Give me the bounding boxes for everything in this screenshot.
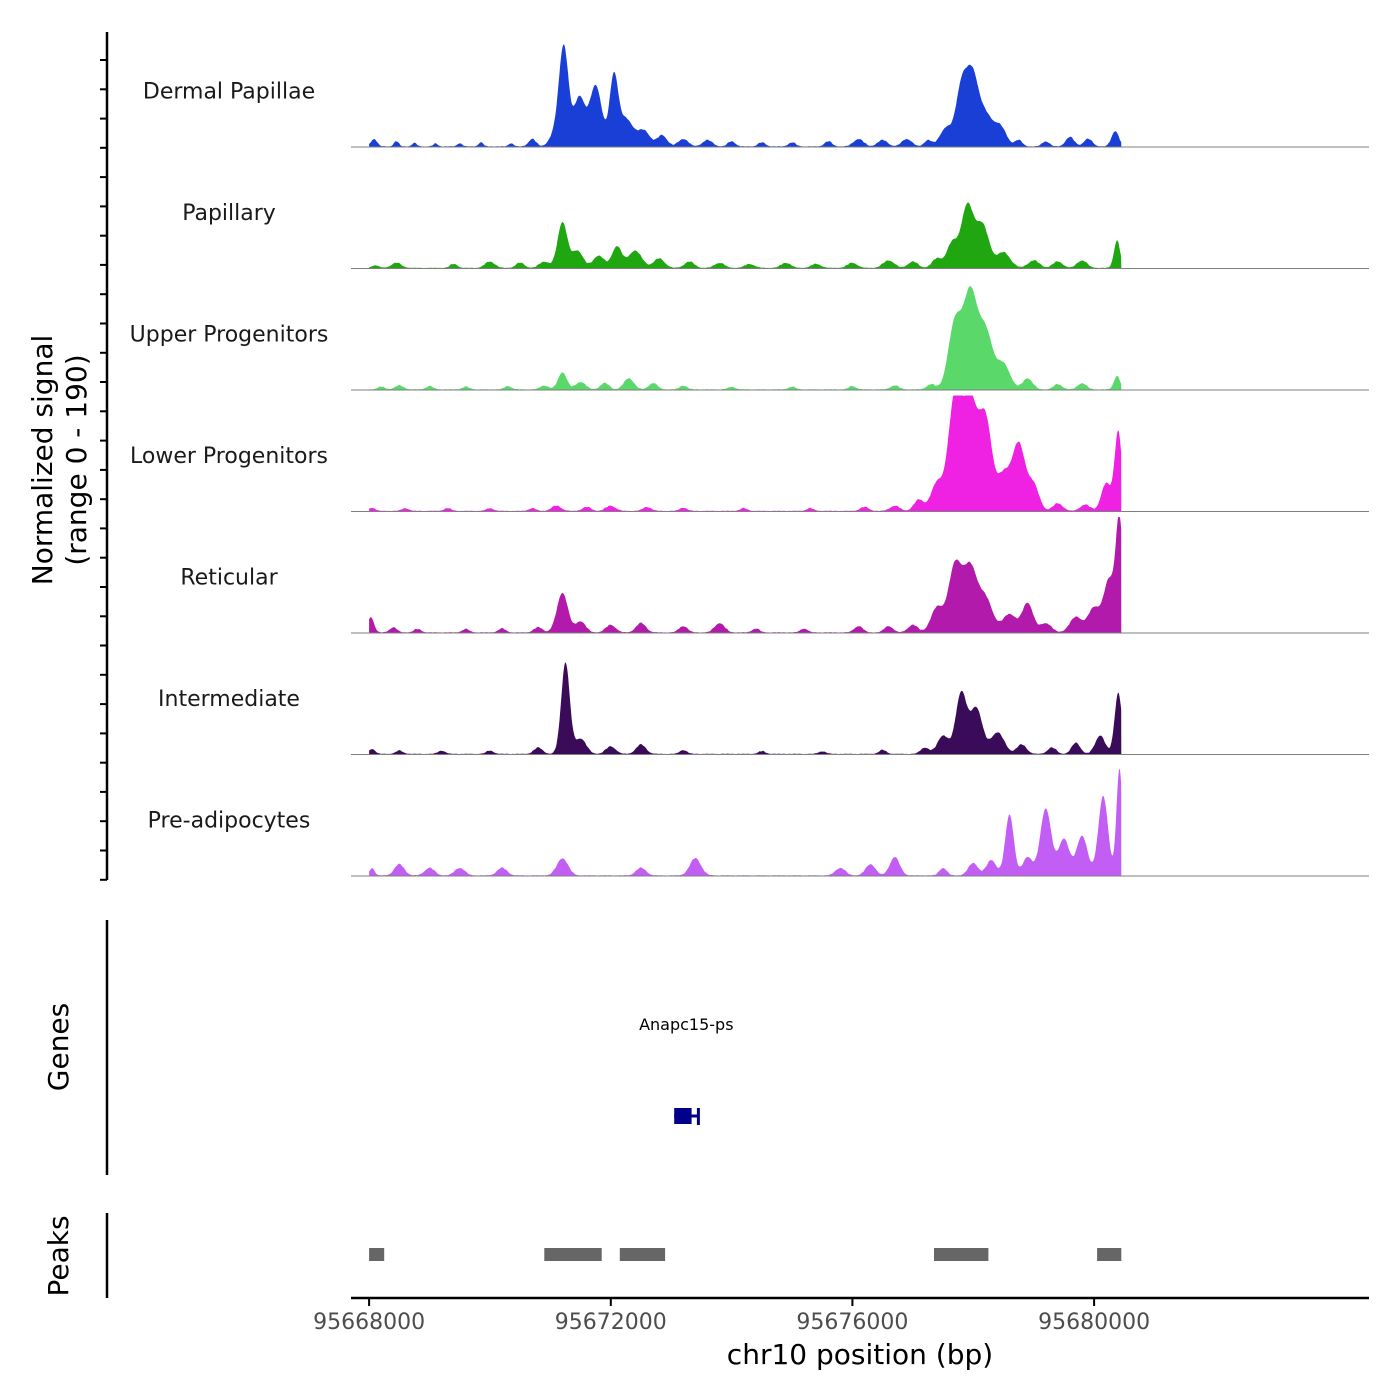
x-tick-label: 95672000 bbox=[555, 1310, 667, 1335]
peak-region bbox=[934, 1248, 989, 1261]
x-axis: 95668000 95672000 95676000 95680000 bbox=[313, 1298, 1150, 1335]
track-label: Reticular bbox=[180, 566, 278, 591]
gene-anapc15-ps: Anapc15-ps bbox=[639, 1015, 734, 1125]
coverage-area bbox=[369, 517, 1122, 633]
x-tick-label: 95680000 bbox=[1038, 1310, 1150, 1335]
track-label: Pre-adipocytes bbox=[148, 809, 311, 834]
track-reticular: Reticular bbox=[180, 517, 1369, 634]
coverage-area bbox=[369, 768, 1122, 876]
coverage-area bbox=[369, 662, 1122, 754]
genes-track: Anapc15-ps bbox=[639, 1015, 734, 1125]
peak-region bbox=[1097, 1248, 1122, 1261]
track-label: Dermal Papillae bbox=[143, 80, 315, 105]
y-axis-subtitle: (range 0 - 190) bbox=[60, 354, 93, 565]
coverage-axis-ticks bbox=[100, 59, 107, 881]
coverage-area bbox=[369, 286, 1122, 390]
peak-region bbox=[544, 1248, 602, 1261]
peaks-panel-title: Peaks bbox=[42, 1215, 75, 1296]
track-label: Papillary bbox=[182, 201, 276, 226]
coverage-tracks: Dermal Papillae Papillary Upper Progenitor… bbox=[130, 44, 1369, 877]
coverage-area bbox=[369, 395, 1122, 511]
gene-label: Anapc15-ps bbox=[639, 1015, 733, 1034]
track-label: Lower Progenitors bbox=[130, 444, 328, 469]
genes-panel-title: Genes bbox=[42, 1003, 75, 1091]
track-intermediate: Intermediate bbox=[158, 662, 1369, 755]
track-papillary: Papillary bbox=[182, 201, 1369, 269]
x-tick-label: 95676000 bbox=[796, 1310, 908, 1335]
gene-exon bbox=[674, 1108, 692, 1124]
track-dermal-papillae: Dermal Papillae bbox=[143, 44, 1369, 148]
track-pre-adipocytes: Pre-adipocytes bbox=[148, 768, 1369, 877]
peaks-track bbox=[369, 1248, 1122, 1261]
coverage-area bbox=[369, 202, 1122, 268]
y-axis-title: Normalized signal bbox=[26, 335, 59, 586]
track-label: Upper Progenitors bbox=[130, 323, 329, 348]
x-axis-title: chr10 position (bp) bbox=[727, 1338, 993, 1371]
peak-region bbox=[369, 1248, 385, 1261]
x-tick-label: 95668000 bbox=[313, 1310, 425, 1335]
peak-region bbox=[619, 1248, 666, 1261]
track-label: Intermediate bbox=[158, 687, 300, 712]
coverage-area bbox=[369, 44, 1122, 147]
track-upper-progenitors: Upper Progenitors bbox=[130, 286, 1369, 391]
track-lower-progenitors: Lower Progenitors bbox=[130, 395, 1369, 512]
